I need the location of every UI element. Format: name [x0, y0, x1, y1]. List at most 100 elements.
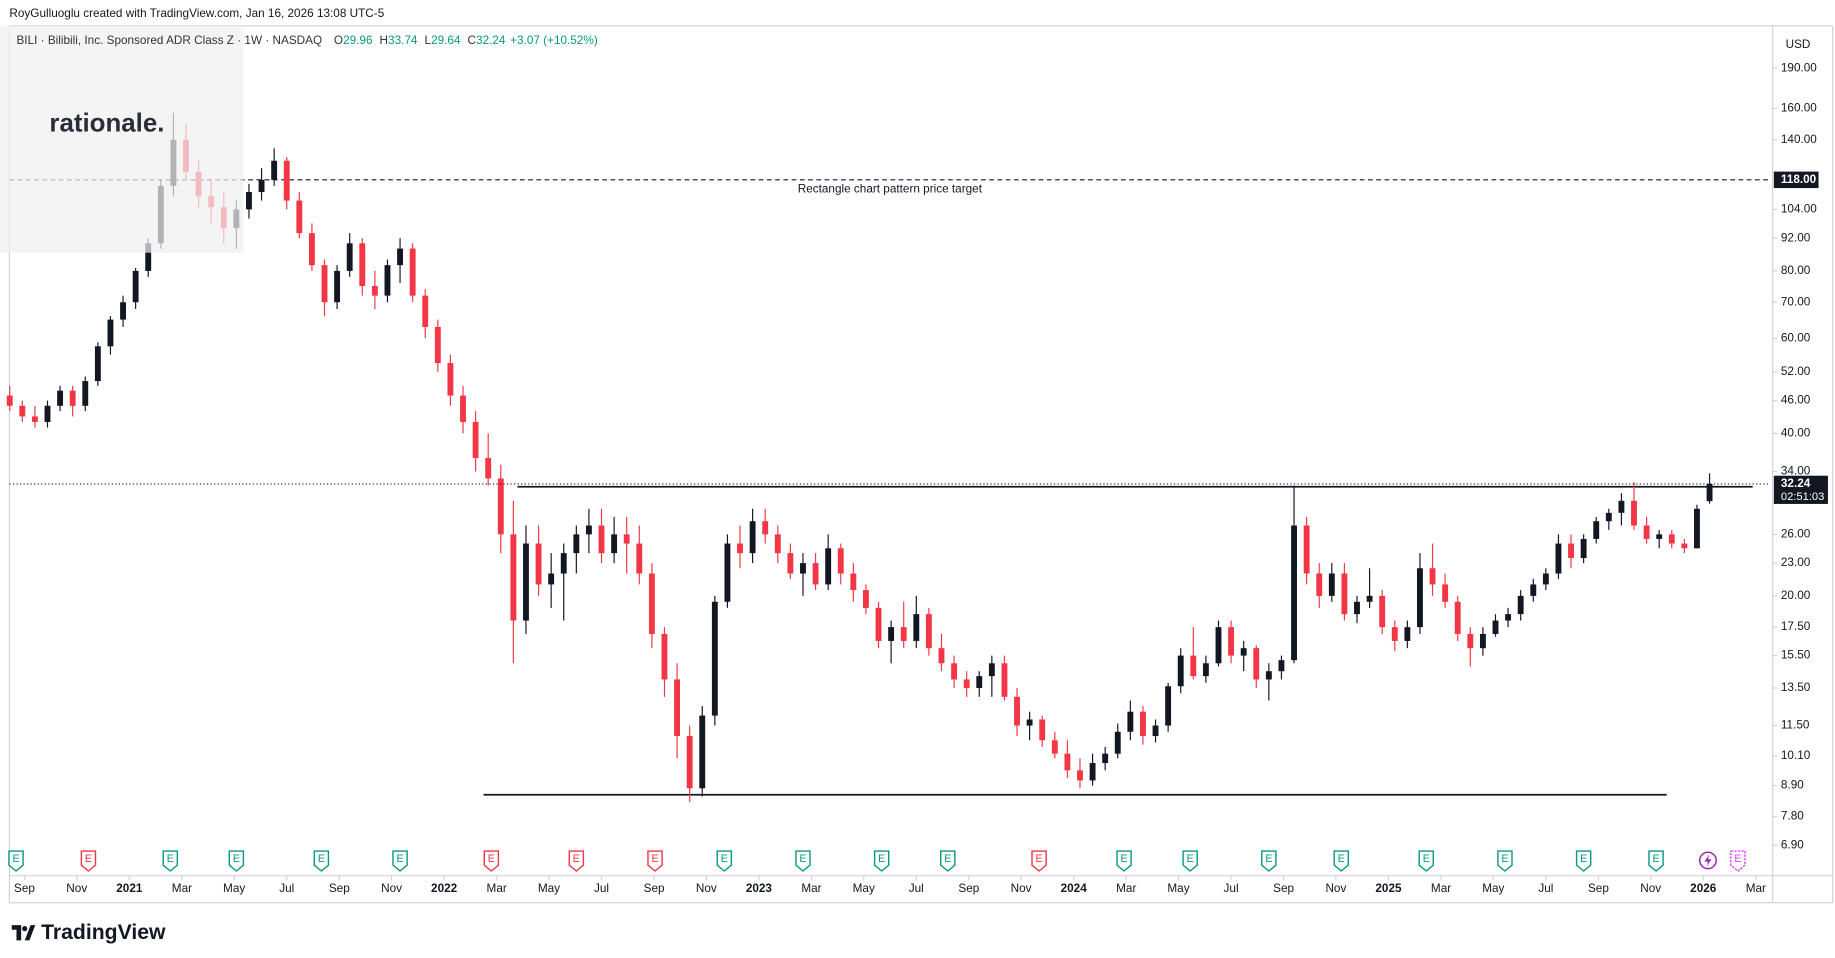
- earnings-marker: [795, 850, 811, 872]
- candle-body: [1706, 483, 1713, 502]
- candle-body: [472, 421, 479, 459]
- x-tick-label: Jul: [279, 882, 294, 895]
- y-tick-label: 104.00: [1781, 203, 1817, 216]
- earnings-label: E: [1187, 853, 1194, 865]
- earnings-label: E: [318, 853, 325, 865]
- candle-body: [1303, 525, 1310, 574]
- x-tick-label: May: [538, 882, 560, 895]
- ohlc-value: 33.74: [388, 34, 418, 47]
- x-tick-label: Nov: [66, 882, 87, 895]
- earnings-marker: [483, 850, 500, 872]
- candle-body: [963, 679, 970, 688]
- candle-body: [1114, 731, 1121, 754]
- earnings-label: E: [1338, 853, 1345, 865]
- y-tick-label: 40.00: [1781, 427, 1811, 440]
- attribution: RoyGulluoglu created with TradingView.co…: [9, 7, 384, 20]
- earnings-label: E: [397, 853, 404, 865]
- earnings-marker: [940, 850, 956, 872]
- y-tick-label: 6.90: [1781, 838, 1804, 851]
- earnings-label: E: [1501, 853, 1508, 865]
- earnings-marker: [8, 850, 24, 872]
- x-tick-label: Nov: [1325, 882, 1346, 895]
- candle-body: [397, 248, 403, 266]
- y-tick-label: 160.00: [1781, 102, 1817, 115]
- candle-body: [334, 270, 341, 303]
- candle-body: [447, 363, 454, 396]
- x-tick-label: Mar: [1746, 882, 1766, 895]
- y-tick-label: 80.00: [1781, 264, 1811, 277]
- candle-body: [1668, 534, 1675, 544]
- candle-body: [1429, 568, 1436, 585]
- candle-body: [1190, 655, 1197, 677]
- earnings-marker: [1730, 850, 1746, 872]
- level-tag-label: 118.00: [1781, 173, 1817, 186]
- earnings-marker: [716, 850, 733, 872]
- earnings-label: E: [878, 853, 885, 865]
- ohlc-prefix: O: [334, 34, 343, 47]
- logo-dot: [22, 926, 28, 932]
- y-tick-label: 92.00: [1781, 231, 1811, 244]
- earnings-marker: [162, 850, 179, 872]
- earnings-marker: [392, 850, 408, 872]
- earnings-marker: [1182, 850, 1198, 872]
- candle-body: [1593, 521, 1600, 539]
- ohlc-value: 29.96: [343, 34, 373, 47]
- candle-body: [1354, 601, 1360, 615]
- x-tick-label: Nov: [1011, 882, 1032, 895]
- candle-body: [1467, 633, 1474, 649]
- candle-body: [573, 534, 580, 554]
- y-tick-label: 34.00: [1781, 465, 1811, 478]
- candle-body: [510, 534, 517, 621]
- candle-body: [19, 405, 26, 417]
- earnings-marker: [568, 850, 585, 872]
- tv-logo: [11, 925, 36, 941]
- earnings-marker: [228, 850, 245, 872]
- candle-body: [422, 295, 429, 327]
- earnings-label: E: [1734, 853, 1741, 865]
- candle-body: [1517, 595, 1524, 615]
- candle-body: [837, 548, 844, 574]
- candle-body: [1215, 627, 1222, 664]
- candle-body: [107, 319, 114, 347]
- candle-body: [1404, 627, 1411, 641]
- earnings-marker: [1418, 850, 1435, 872]
- x-tick-label: May: [1482, 882, 1504, 895]
- candle-body: [460, 395, 466, 422]
- candle-body: [925, 614, 932, 649]
- earnings-label: E: [799, 853, 806, 865]
- candle-body: [1631, 500, 1637, 526]
- y-tick-label: 11.50: [1781, 719, 1810, 732]
- candle-body: [548, 573, 555, 585]
- candle-body: [800, 563, 806, 574]
- x-tick-label: Mar: [1431, 882, 1451, 895]
- candle-body: [485, 458, 492, 479]
- earnings-label: E: [233, 853, 240, 865]
- candle-body: [938, 648, 945, 664]
- y-tick-label: 26.00: [1781, 527, 1811, 540]
- earnings-label: E: [1580, 853, 1587, 865]
- earnings-label: E: [85, 853, 92, 865]
- candle-body: [1077, 770, 1083, 781]
- candle-body: [1026, 719, 1033, 726]
- earnings-label: E: [721, 853, 728, 865]
- x-tick-label: May: [1167, 882, 1189, 895]
- candle-body: [359, 243, 366, 287]
- x-tick-label: Sep: [958, 882, 979, 895]
- candle-body: [1568, 543, 1574, 559]
- candle-body: [862, 590, 869, 608]
- candle-body: [1014, 696, 1020, 726]
- earnings-label: E: [651, 853, 658, 865]
- y-tick-label: 7.80: [1781, 810, 1804, 823]
- candle-body: [409, 248, 416, 296]
- x-tick-label: Nov: [381, 882, 402, 895]
- candle-body: [951, 663, 958, 680]
- candle-body: [598, 525, 605, 554]
- price-tag: [1773, 475, 1828, 504]
- candle-body: [1505, 614, 1512, 621]
- candle-body: [1089, 763, 1096, 781]
- candle-body: [1542, 573, 1549, 585]
- earnings-label: E: [12, 853, 19, 865]
- ohlc-prefix: L: [425, 34, 432, 47]
- y-tick-label: 60.00: [1781, 331, 1811, 344]
